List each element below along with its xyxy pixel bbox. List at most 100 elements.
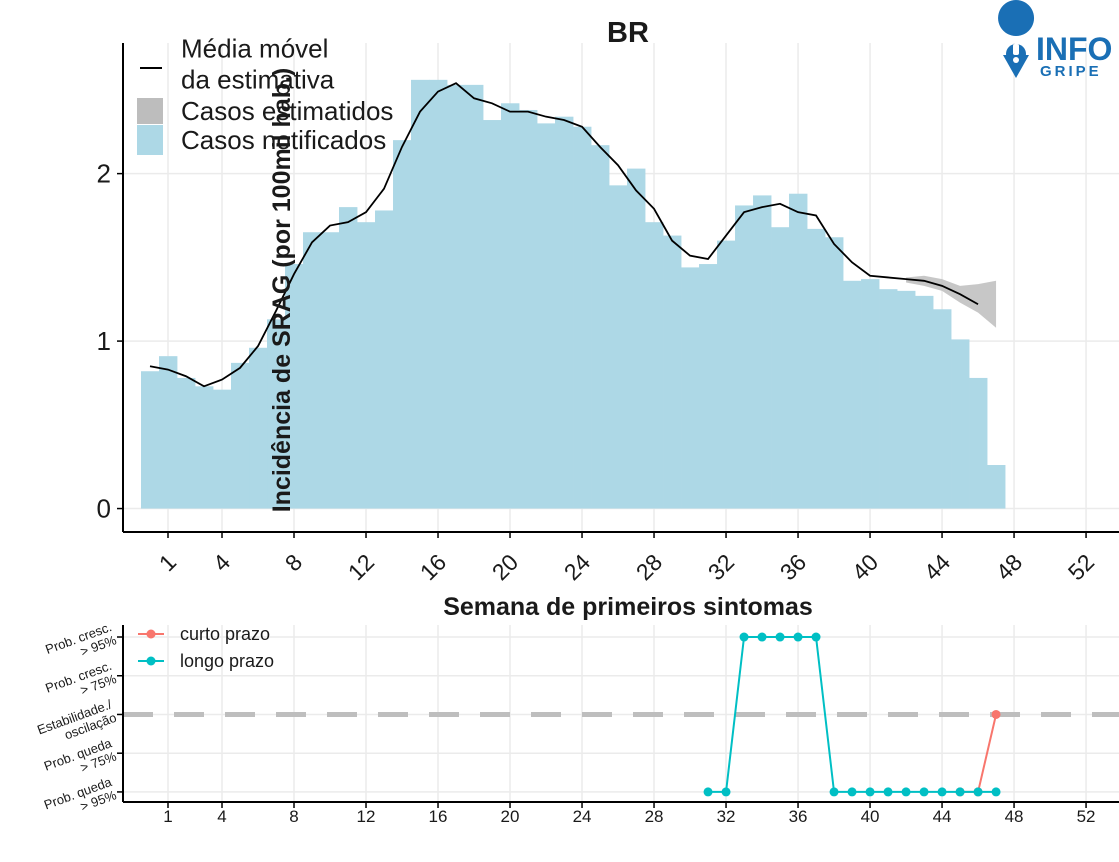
logo-subtext: GRIPE xyxy=(1040,63,1102,80)
logo: INFO GRIPE xyxy=(998,0,1112,80)
bar xyxy=(627,168,646,509)
bar xyxy=(429,79,448,509)
bar xyxy=(285,264,304,509)
point xyxy=(829,787,839,797)
legend-label: longo prazo xyxy=(180,651,274,671)
bar xyxy=(177,377,196,509)
bar xyxy=(915,295,934,509)
bar xyxy=(897,290,916,509)
point xyxy=(901,787,911,797)
legend-swatch xyxy=(137,125,163,155)
x-tick-label: 24 xyxy=(573,807,592,826)
legend-swatch-point xyxy=(146,629,156,639)
bar xyxy=(375,210,394,509)
bar xyxy=(663,235,682,509)
point xyxy=(973,787,983,797)
bar xyxy=(537,123,556,509)
bar xyxy=(303,232,322,509)
point xyxy=(739,632,749,642)
bar xyxy=(249,347,268,509)
x-tick-label: 20 xyxy=(501,807,520,826)
legend-swatch xyxy=(137,98,163,124)
x-tick-label: 48 xyxy=(1005,807,1024,826)
legend-label: Casos notificados xyxy=(181,125,386,155)
bar xyxy=(807,228,826,509)
chart-title: BR xyxy=(607,17,649,49)
bar xyxy=(609,185,628,509)
x-axis-title: Semana de primeiros sintomas xyxy=(443,593,813,621)
bar xyxy=(681,267,700,509)
bar xyxy=(645,222,664,509)
bar xyxy=(717,240,736,509)
bar xyxy=(393,140,412,509)
point xyxy=(991,709,1001,719)
y-tick-label: 2 xyxy=(97,159,111,189)
bar xyxy=(843,280,862,509)
bar xyxy=(519,109,538,509)
bar xyxy=(789,193,808,509)
point xyxy=(793,632,803,642)
x-tick-label: 32 xyxy=(717,807,736,826)
bar xyxy=(159,356,178,509)
logo-icon xyxy=(998,0,1035,36)
logo-text: INFO xyxy=(1036,31,1112,67)
bar xyxy=(699,264,718,509)
x-tick-label: 28 xyxy=(645,807,664,826)
bar xyxy=(735,205,754,509)
x-tick-label: 36 xyxy=(789,807,808,826)
x-tick-label: 52 xyxy=(1077,807,1096,826)
bar xyxy=(555,116,574,509)
point xyxy=(937,787,947,797)
bar xyxy=(447,84,466,509)
y-axis-title: Incidência de SRAG (por 100mil hab.) xyxy=(268,68,296,513)
bar xyxy=(969,377,988,509)
x-tick-label: 4 xyxy=(217,807,226,826)
x-tick-label: 16 xyxy=(429,807,448,826)
bar xyxy=(861,279,880,509)
bar xyxy=(591,145,610,509)
y-tick-label: 1 xyxy=(97,326,111,356)
legend-label: curto prazo xyxy=(180,624,270,644)
point xyxy=(991,787,1001,797)
bar xyxy=(987,465,1006,509)
bar xyxy=(213,389,232,509)
bar xyxy=(753,195,772,509)
point xyxy=(883,787,893,797)
bar xyxy=(411,79,430,509)
point xyxy=(703,787,713,797)
point xyxy=(847,787,857,797)
bar xyxy=(483,120,502,509)
point xyxy=(775,632,785,642)
point xyxy=(721,787,731,797)
bar xyxy=(573,126,592,509)
y-tick-label: 0 xyxy=(97,494,111,524)
x-tick-label: 40 xyxy=(861,807,880,826)
point xyxy=(955,787,965,797)
logo-icon-mark xyxy=(1013,44,1019,55)
bar xyxy=(825,237,844,509)
bar xyxy=(879,289,898,509)
logo-icon-dot xyxy=(1013,57,1019,63)
x-tick-label: 12 xyxy=(357,807,376,826)
point xyxy=(811,632,821,642)
x-tick-label: 8 xyxy=(289,807,298,826)
bar xyxy=(933,309,952,509)
legend-label: Casos estimatidos xyxy=(181,96,393,126)
x-tick-label: 44 xyxy=(933,807,952,826)
bar xyxy=(771,227,790,509)
bar xyxy=(357,222,376,509)
bar xyxy=(321,232,340,509)
bar xyxy=(501,103,520,509)
bar xyxy=(951,339,970,509)
bar xyxy=(195,386,214,509)
x-tick-label: 1 xyxy=(163,807,172,826)
legend-swatch-point xyxy=(146,656,156,666)
bar xyxy=(339,207,358,509)
line xyxy=(149,82,979,388)
point xyxy=(757,632,767,642)
point xyxy=(919,787,929,797)
legend-label: Média móvel da estimativa xyxy=(181,34,335,95)
